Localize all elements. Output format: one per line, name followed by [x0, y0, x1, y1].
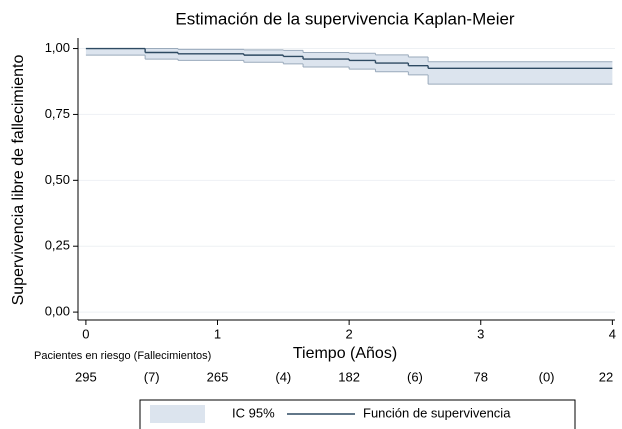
death-count: (4) — [275, 369, 291, 384]
at-risk-count: 295 — [75, 369, 97, 384]
y-tick-label: 0,50 — [45, 172, 70, 187]
ci-band — [145, 48, 179, 60]
x-tick-label: 0 — [82, 326, 89, 341]
death-count: (0) — [539, 369, 555, 384]
at-risk-count: 182 — [338, 369, 360, 384]
y-tick-label: 1,00 — [45, 40, 70, 55]
death-count: (7) — [144, 369, 160, 384]
at-risk-count: 22 — [599, 369, 613, 384]
ci-band — [243, 49, 284, 63]
x-tick-label: 3 — [477, 326, 484, 341]
y-tick-label: 0,00 — [45, 304, 70, 319]
x-axis-label: Tiempo (Años) — [293, 345, 397, 362]
y-tick-label: 0,75 — [45, 106, 70, 121]
ci-band — [428, 61, 613, 85]
at-risk-count: 265 — [207, 369, 229, 384]
legend-swatch — [150, 405, 205, 423]
y-axis-label: Supervivencia libre de fallecimiento — [10, 55, 27, 306]
ci-band — [178, 49, 244, 61]
ci-band — [349, 53, 376, 70]
y-tick-label: 0,25 — [45, 238, 70, 253]
x-tick-label: 2 — [346, 326, 353, 341]
legend-box — [139, 399, 576, 429]
legend-label: Función de supervivencia — [363, 405, 511, 420]
legend-label: IC 95% — [232, 405, 275, 420]
x-tick-label: 1 — [214, 326, 221, 341]
ci-band — [85, 48, 146, 56]
death-count: (6) — [407, 369, 423, 384]
at-risk-count: 78 — [474, 369, 488, 384]
risk-table-label: Pacientes en riesgo (Fallecimientos) — [34, 350, 211, 362]
x-tick-label: 4 — [609, 326, 616, 341]
chart-title: Estimación de la supervivencia Kaplan-Me… — [175, 9, 515, 28]
